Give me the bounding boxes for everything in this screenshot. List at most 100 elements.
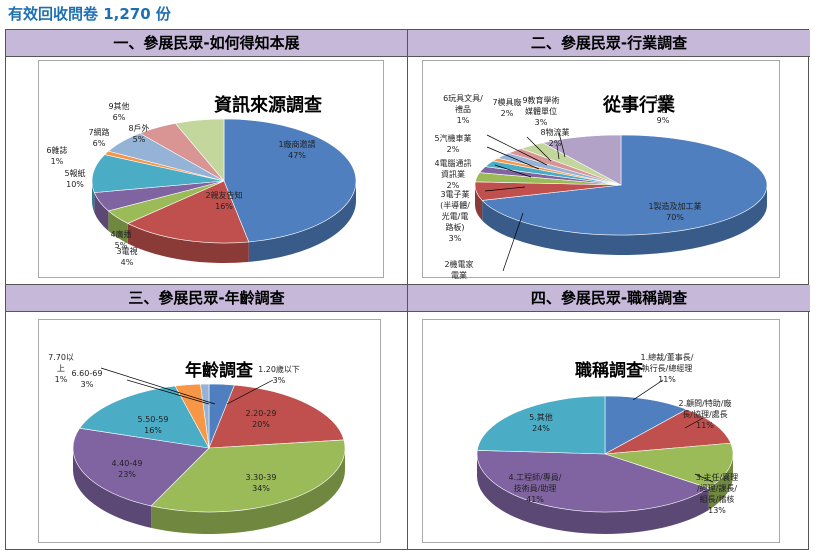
slice-label: 5汽機車業 2% <box>434 133 471 154</box>
leader-line <box>100 367 216 405</box>
slice-label: 8物流業 2% <box>540 127 569 148</box>
leader-line <box>494 164 532 178</box>
section-title: 二、參展民眾-行業調查 <box>408 30 810 57</box>
chart-title: 職稱調查 <box>575 360 644 381</box>
section-title: 四、參展民眾-職稱調查 <box>408 285 810 312</box>
chart-frame: 年齡調查 1.20歲以下 3% 2.20-29 20% 3.30-39 34% 4.40-49… <box>38 319 381 543</box>
pie-slice-side <box>151 448 345 534</box>
chart-title: 年齡調查 <box>185 360 254 381</box>
leader-line <box>484 186 526 192</box>
section-title-position: 四、參展民眾-職稱調查 職稱調查 1.總裁/董事長/執行長/總經理 11% 2.顧問/… <box>408 285 810 550</box>
row-divider <box>6 284 808 285</box>
slice-label: 3電子業(半導體/光電/電路板) 3% <box>440 189 470 243</box>
pie-slice <box>604 395 688 455</box>
leader-line <box>526 136 552 162</box>
slice-label: 10其他 9% <box>654 94 672 125</box>
slice-label: 5報紙 10% <box>64 168 85 189</box>
leader-line <box>502 212 524 272</box>
chart-title: 資訊來源調查 <box>214 94 322 116</box>
pie-top <box>91 118 357 244</box>
leader-line <box>486 146 540 170</box>
slice-label: 1廠商邀請 47% <box>278 139 315 160</box>
slice-label: 4.40-49 23% <box>112 459 143 479</box>
pie-slice <box>481 134 768 236</box>
slice-label: 3.30-39 34% <box>246 473 277 493</box>
pie-slice-side <box>708 454 733 511</box>
pie-slice-side <box>94 192 109 231</box>
section-title: 一、參展民眾-如何得知本展 <box>6 30 407 57</box>
pie-side-walls <box>92 181 356 263</box>
pie-slice <box>208 384 345 449</box>
slice-label: 9其他 6% <box>108 101 129 122</box>
pie-slice <box>91 154 225 193</box>
slice-label: 5.其他 24% <box>529 412 553 433</box>
slice-label: 7模具廠 2% <box>492 97 521 118</box>
pie-side-walls <box>475 185 767 255</box>
leader-line <box>226 379 274 405</box>
pie-slice-side <box>248 181 356 262</box>
source-pie-chart: 資訊來源調查 1廠商邀請 47% 2親友告知 16% 3電視 4%4廣播 5% 5報紙 10%6雜… <box>46 94 357 267</box>
age-pie-chart: 年齡調查 1.20歲以下 3% 2.20-29 20% 3.30-39 34% 4.40-49… <box>48 353 346 534</box>
section-source: 一、參展民眾-如何得知本展 資訊來源調查 1廠商邀請 47% 2親友告知 16% 3電視 4… <box>6 30 407 284</box>
leader-line <box>684 417 704 429</box>
pie-side-walls <box>477 454 733 534</box>
leader-line <box>556 144 560 160</box>
survey-count-header: 有效回收問卷 1,270 份 <box>8 5 171 23</box>
slice-label: 2.顧問/特助/廠長/協理/處長 11% <box>678 398 731 430</box>
slice-label: 7網路 6% <box>88 127 109 148</box>
pie-slice <box>476 450 710 513</box>
slice-label: 8戶外 5% <box>128 123 149 144</box>
leader-line <box>486 134 548 166</box>
slice-label: 6雜誌 1% <box>46 145 67 166</box>
pie-slice-side <box>108 210 128 244</box>
slice-label: 2親友告知 16% <box>205 190 242 211</box>
leader-line <box>694 473 714 483</box>
section-age: 三、參展民眾-年齡調查 年齡調查 1.20歲以下 3% 2.20-29 20% 3.30-… <box>6 285 407 550</box>
section-title: 三、參展民眾-年齡調查 <box>6 285 407 312</box>
pie-slice-side <box>92 181 95 213</box>
slice-label: 4電腦通訊資訊業 2% <box>434 158 471 190</box>
chart-title: 從事行業 <box>602 94 676 116</box>
pie-side-walls <box>73 448 345 534</box>
pie-slice-side <box>127 223 249 263</box>
pie-slice-side <box>482 185 767 255</box>
pie-top <box>72 383 346 513</box>
pie-slice <box>476 395 606 455</box>
pie-slice <box>127 180 250 244</box>
slice-label: 6玩具文具/禮品 1% <box>443 93 483 125</box>
slice-label: 5.50-59 16% <box>138 415 169 435</box>
leader-line <box>558 132 566 158</box>
pie-slice <box>223 118 357 243</box>
slice-label: 6.60-69 3% <box>72 369 103 389</box>
pie-slice-side <box>73 448 152 528</box>
pie-slice <box>604 408 732 455</box>
pie-top <box>474 134 768 236</box>
slice-label: 2機電家電業6% <box>444 259 473 279</box>
pie-slice <box>72 427 210 507</box>
slice-label: 1.20歲以下 3% <box>258 364 300 385</box>
pie-slice <box>79 385 210 449</box>
chart-frame: 資訊來源調查 1廠商邀請 47% 2親友告知 16% 3電視 4% 4廣播 5% 5報紙 10% 6雜… <box>38 60 384 278</box>
slice-label: 4.工程師/專員/技術員/助理 41% <box>508 472 561 504</box>
survey-table: 一、參展民眾-如何得知本展 資訊來源調查 1廠商邀請 47% 2親友告知 16% 3電視 4… <box>5 29 810 550</box>
pie-slice-side <box>477 454 709 534</box>
pie-slice-side <box>475 185 483 221</box>
chart-frame: 職稱調查 1.總裁/董事長/執行長/總經理 11% 2.顧問/特助/廠長/協理/處長 1… <box>422 319 780 543</box>
slice-label: 4廣播 5% <box>110 229 131 250</box>
slice-label: 3電視 4% <box>116 247 137 267</box>
slice-label: 3.主任/襄理/經理/課長/組長/稽核 13% <box>696 472 738 515</box>
slice-label: 2.20-29 20% <box>246 409 277 429</box>
pie-slice <box>150 439 346 513</box>
slice-label: 1.總裁/董事長/執行長/總經理 11% <box>640 352 693 384</box>
slice-label: 7.70以上 1% <box>48 353 74 384</box>
slice-label: 1製造及加工業 70% <box>648 201 701 222</box>
leader-line <box>632 379 664 401</box>
leader-line <box>126 379 210 405</box>
slice-label: 9教育學術媒體單位 3% <box>522 95 559 127</box>
column-divider <box>407 30 408 549</box>
pie-slice <box>174 118 225 182</box>
